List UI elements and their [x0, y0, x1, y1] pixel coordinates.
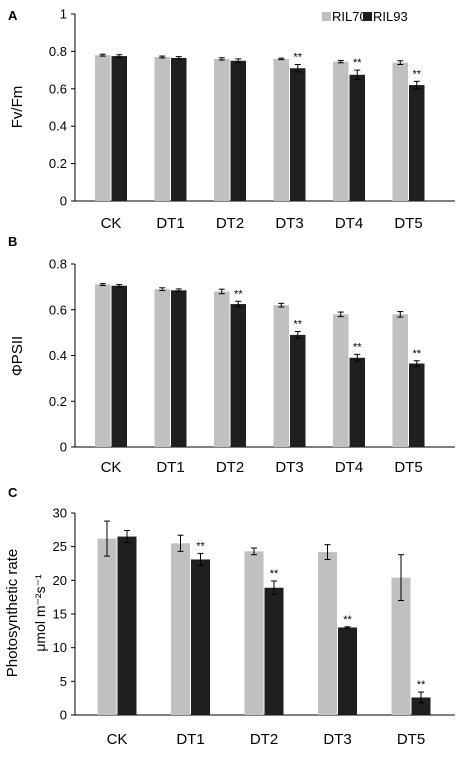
- bar-ril70-ck: [95, 284, 111, 447]
- category-label-dt3: DT3: [275, 459, 303, 476]
- y-tick-label: 0.2: [49, 156, 67, 171]
- significance-marker: **: [417, 679, 426, 691]
- bar-ril70-dt5: [392, 314, 408, 447]
- category-label-dt5: DT5: [397, 731, 425, 748]
- y-tick-label: 0.8: [49, 44, 67, 59]
- y-tick-label: 0: [60, 440, 67, 455]
- category-label-dt3: DT3: [323, 731, 351, 748]
- significance-marker: **: [412, 68, 421, 80]
- bar-ril93-dt2: [230, 60, 246, 201]
- y-axis-title: Fv/Fm: [9, 86, 26, 129]
- bar-ril70-dt2: [214, 58, 230, 201]
- significance-marker: **: [343, 614, 352, 626]
- bar-ril93-dt4: [349, 357, 365, 447]
- panel-label-A: A: [8, 8, 18, 23]
- bar-ril70-dt2: [214, 291, 230, 447]
- bar-ril70-dt3: [318, 552, 337, 715]
- y-tick-label: 0: [60, 708, 67, 723]
- bar-ril70-dt1: [154, 57, 170, 202]
- bar-ril93-ck: [111, 285, 127, 447]
- bar-ril70-dt5: [391, 577, 411, 715]
- category-label-ck: CK: [101, 459, 122, 476]
- y-axis-title: Photosynthetic rate: [4, 549, 21, 677]
- legend-label-ril70: RIL70: [332, 9, 367, 24]
- category-label-dt4: DT4: [335, 459, 363, 476]
- category-label-dt4: DT4: [335, 215, 363, 232]
- bar-ril70-dt1: [154, 289, 170, 447]
- legend-swatch-ril70: [322, 12, 331, 21]
- bar-ril93-dt3: [290, 68, 306, 201]
- significance-marker: **: [234, 288, 243, 300]
- panel-label-B: B: [8, 234, 17, 249]
- category-label-ck: CK: [107, 731, 128, 748]
- significance-marker: **: [293, 51, 302, 63]
- y-tick-label: 1: [60, 7, 67, 22]
- bar-ril93-dt1: [171, 290, 187, 447]
- y-tick-label: 30: [53, 506, 67, 521]
- y-tick-label: 10: [53, 640, 67, 655]
- y-tick-label: 0.6: [49, 81, 67, 96]
- y-tick-label: 0: [60, 194, 67, 209]
- y-tick-label: 0.2: [49, 394, 67, 409]
- y-tick-label: 0.8: [49, 257, 67, 272]
- bar-ril70-ck: [95, 55, 111, 201]
- bar-ril93-dt4: [349, 74, 365, 201]
- bar-ril93-dt2: [264, 587, 284, 715]
- bar-ril93-dt3: [338, 627, 357, 715]
- y-tick-label: 0.4: [49, 119, 67, 134]
- y-axis-title: ΦPSII: [9, 336, 26, 376]
- y-tick-label: 20: [53, 573, 67, 588]
- bar-ril70-dt3: [273, 58, 289, 201]
- bar-ril70-dt4: [333, 61, 349, 202]
- significance-marker: **: [353, 57, 362, 69]
- category-label-dt1: DT1: [156, 215, 184, 232]
- bar-ril93-dt5: [411, 697, 431, 715]
- bar-ril70-dt1: [171, 543, 190, 715]
- bar-ril93-ck: [117, 536, 137, 715]
- bar-ril93-dt5: [409, 363, 425, 447]
- y-tick-label: 25: [53, 539, 67, 554]
- bar-ril70-dt4: [333, 314, 349, 447]
- category-label-dt1: DT1: [176, 731, 204, 748]
- category-label-dt5: DT5: [394, 215, 422, 232]
- bar-ril70-dt5: [392, 62, 408, 202]
- legend-swatch-ril93: [363, 12, 372, 21]
- panel-label-C: C: [8, 485, 18, 500]
- bar-ril70-dt2: [244, 551, 264, 715]
- bar-ril93-dt3: [290, 334, 306, 447]
- y-tick-label: 0.4: [49, 348, 67, 363]
- bar-ril93-dt1: [171, 57, 187, 201]
- significance-marker: **: [196, 540, 205, 552]
- significance-marker: **: [412, 348, 421, 360]
- bar-ril93-dt1: [191, 559, 210, 715]
- category-label-dt2: DT2: [216, 215, 244, 232]
- bar-ril70-dt3: [273, 305, 289, 447]
- bar-ril93-ck: [111, 56, 127, 202]
- legend-label-ril93: RIL93: [373, 9, 408, 24]
- category-label-dt3: DT3: [275, 215, 303, 232]
- bar-ril93-dt2: [230, 304, 246, 447]
- category-label-ck: CK: [101, 215, 122, 232]
- significance-marker: **: [293, 318, 302, 330]
- significance-marker: **: [353, 341, 362, 353]
- y-tick-label: 15: [53, 607, 67, 622]
- category-label-dt1: DT1: [156, 459, 184, 476]
- bar-ril93-dt5: [409, 85, 425, 201]
- y-axis-unit: μmol m⁻²s⁻¹: [32, 574, 48, 652]
- y-tick-label: 0.6: [49, 302, 67, 317]
- category-label-dt5: DT5: [394, 459, 422, 476]
- category-label-dt2: DT2: [250, 731, 278, 748]
- bar-ril70-ck: [97, 538, 117, 715]
- category-label-dt2: DT2: [216, 459, 244, 476]
- significance-marker: **: [270, 568, 279, 580]
- y-tick-label: 5: [60, 674, 67, 689]
